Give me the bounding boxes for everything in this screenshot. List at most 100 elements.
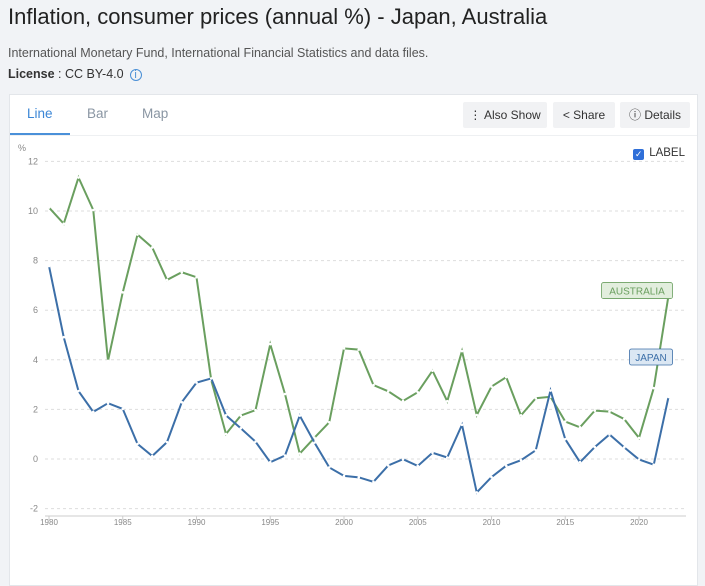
checkbox-checked-icon[interactable]: ✓ <box>633 149 645 160</box>
data-point <box>91 208 95 212</box>
y-axis-label: % <box>18 143 26 153</box>
data-point <box>637 458 641 461</box>
share-button[interactable]: < Share <box>553 102 615 128</box>
data-point <box>667 395 670 399</box>
data-point <box>372 480 375 484</box>
y-tick-label: 2 <box>33 404 38 414</box>
data-point <box>563 437 567 441</box>
x-tick-label: 2010 <box>483 518 501 527</box>
data-point <box>593 409 597 412</box>
data-point <box>593 445 597 449</box>
data-point <box>652 386 656 390</box>
data-point <box>445 456 449 459</box>
data-point <box>431 369 434 373</box>
y-tick-label: -2 <box>30 504 38 514</box>
data-point <box>401 399 405 403</box>
y-tick-label: 10 <box>28 206 38 216</box>
data-point <box>475 491 479 494</box>
data-point <box>342 347 346 350</box>
license: License : CC BY-4.0 i <box>8 67 142 81</box>
x-tick-label: 1995 <box>261 518 279 527</box>
data-point <box>622 446 626 449</box>
data-point <box>416 464 420 468</box>
data-point <box>416 390 420 394</box>
data-point <box>239 426 243 430</box>
license-value: : CC BY-4.0 <box>54 67 124 81</box>
data-point <box>519 414 523 417</box>
page-title: Inflation, consumer prices (annual %) - … <box>8 4 548 29</box>
data-point <box>475 413 479 417</box>
more-vertical-icon: ⋮ <box>469 108 484 122</box>
details-label: Details <box>644 108 682 122</box>
data-point <box>431 451 434 455</box>
data-point <box>313 436 316 439</box>
x-tick-label: 1980 <box>40 518 58 527</box>
divider <box>10 135 697 136</box>
label-toggle[interactable]: ✓ LABEL <box>633 147 685 160</box>
data-point <box>490 385 493 388</box>
data-point <box>652 463 656 467</box>
data-point <box>224 414 228 417</box>
data-point <box>490 475 493 479</box>
data-point <box>121 407 125 411</box>
data-point <box>445 399 449 403</box>
x-tick-label: 1990 <box>188 518 206 527</box>
data-point <box>637 436 641 440</box>
data-point <box>77 389 80 393</box>
details-button[interactable]: ⓘ Details <box>620 102 690 128</box>
data-point <box>534 449 538 452</box>
data-point <box>534 396 538 400</box>
label-toggle-text: LABEL <box>649 147 685 159</box>
data-point <box>504 375 508 379</box>
data-point <box>357 348 361 351</box>
data-point <box>224 432 228 436</box>
source-text: International Monetary Fund, Internation… <box>8 46 429 60</box>
series-line-australia <box>48 174 670 456</box>
data-point <box>165 440 169 444</box>
data-point <box>106 359 110 363</box>
data-point <box>180 270 184 274</box>
series-label: JAPAN <box>635 353 667 364</box>
data-point <box>401 457 405 461</box>
active-tab-indicator <box>10 133 70 135</box>
data-point <box>106 401 110 405</box>
data-point <box>342 474 346 478</box>
series-label-box <box>629 348 673 366</box>
also-show-button[interactable]: ⋮ Also Show <box>463 102 547 128</box>
data-point <box>357 476 361 479</box>
y-tick-label: 0 <box>33 454 38 464</box>
y-tick-label: 4 <box>33 355 38 365</box>
data-point <box>239 414 243 417</box>
share-icon: < <box>562 108 574 122</box>
data-point <box>578 460 582 464</box>
data-point <box>372 383 375 387</box>
data-point <box>608 410 611 413</box>
data-point <box>327 466 331 469</box>
data-point <box>298 452 302 455</box>
data-point <box>254 440 257 443</box>
series-label: AUSTRALIA <box>609 287 665 298</box>
share-label: Share <box>573 108 606 122</box>
data-point <box>460 349 464 353</box>
data-point <box>268 460 272 464</box>
also-show-label: Also Show <box>483 108 541 122</box>
x-tick-label: 1985 <box>114 518 132 527</box>
tab-map[interactable]: Map <box>142 106 169 121</box>
tab-bar[interactable]: Bar <box>87 106 109 121</box>
data-point <box>283 454 287 457</box>
data-point <box>47 206 51 209</box>
data-point <box>195 275 198 279</box>
data-point <box>254 408 257 412</box>
data-point <box>209 377 213 380</box>
data-point <box>150 454 154 458</box>
tab-line[interactable]: Line <box>27 106 53 121</box>
x-tick-label: 2020 <box>630 518 648 527</box>
data-point <box>62 222 66 225</box>
data-point <box>386 464 390 467</box>
x-tick-label: 2015 <box>556 518 574 527</box>
info-icon[interactable]: i <box>129 69 142 81</box>
data-point <box>519 458 523 462</box>
data-point <box>121 291 125 294</box>
series-label-box <box>601 282 673 299</box>
